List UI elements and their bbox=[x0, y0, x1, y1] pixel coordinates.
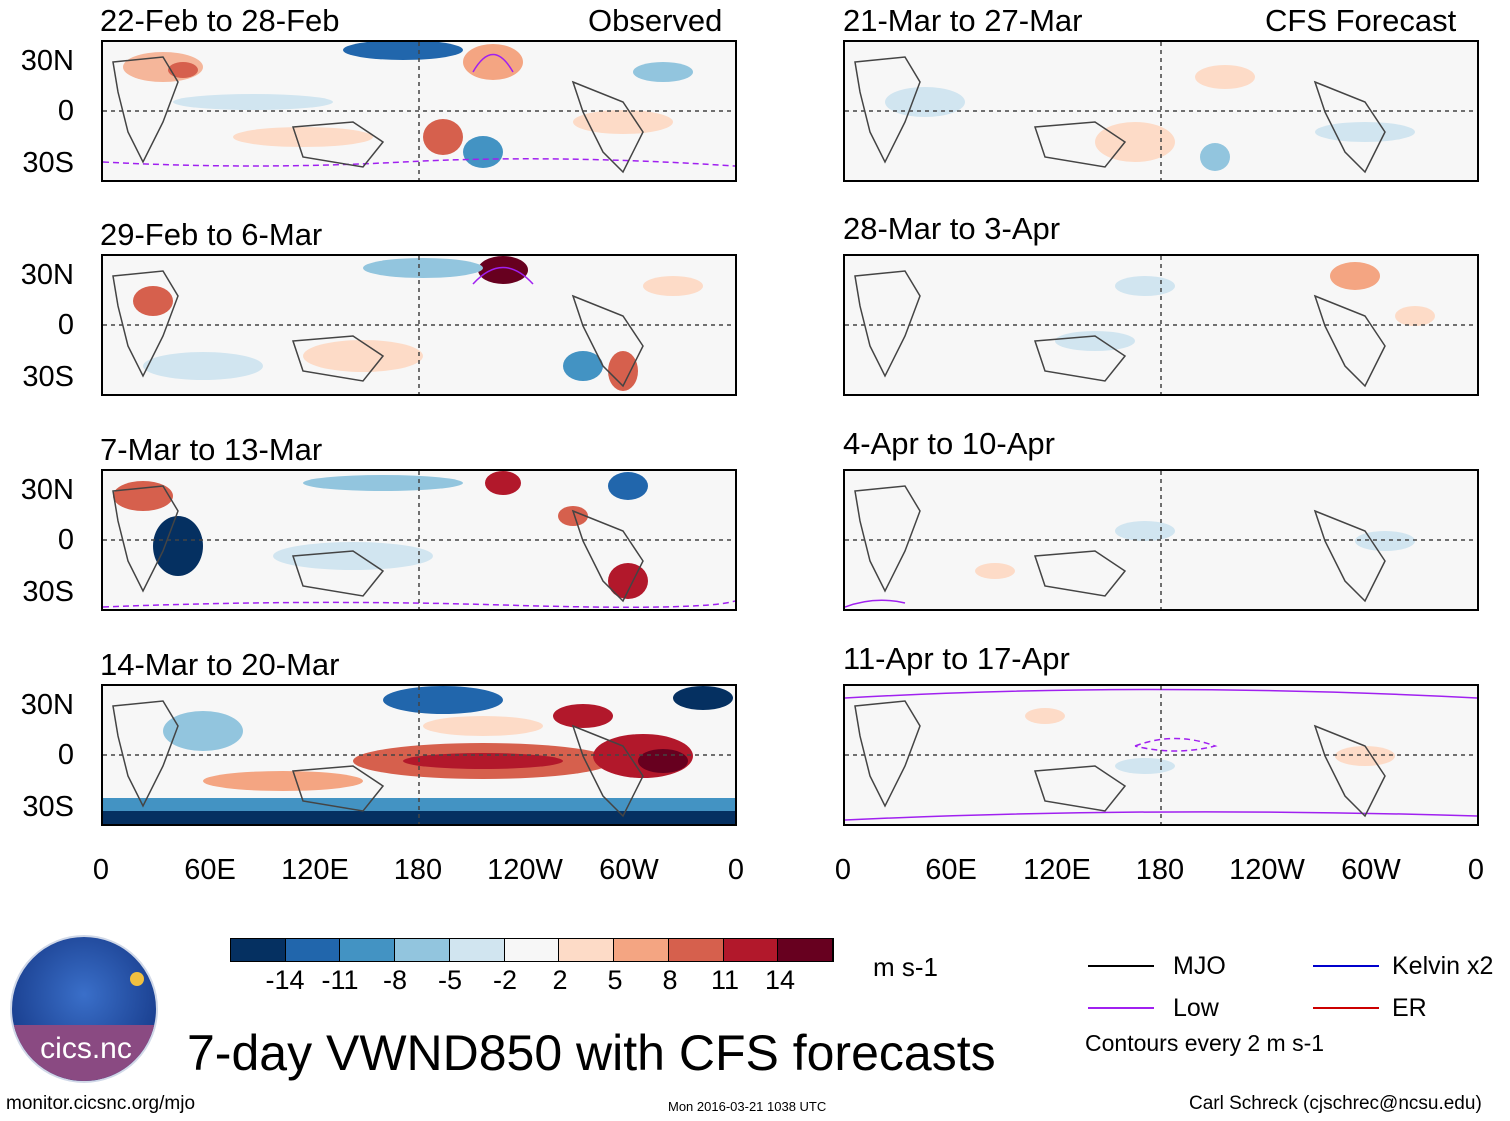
er-legend-label: ER bbox=[1392, 994, 1427, 1022]
lat-label-30n: 30N bbox=[20, 689, 74, 721]
forecast-map-2[interactable] bbox=[843, 254, 1479, 396]
lon-label-180: 180 bbox=[393, 854, 443, 886]
low-legend-label: Low bbox=[1173, 994, 1219, 1022]
colorbar-labels: -14 -11 -8 -5 -2 2 5 8 11 14 bbox=[230, 965, 834, 997]
colorbar-cell bbox=[395, 939, 450, 961]
colorbar-label: -14 bbox=[265, 965, 305, 995]
colorbar-label: 2 bbox=[552, 965, 568, 995]
observed-map-2[interactable] bbox=[101, 254, 737, 396]
logo-text: cics.nc bbox=[40, 1032, 132, 1065]
lon-label-0: 0 bbox=[727, 854, 745, 886]
colorbar-cell bbox=[285, 939, 341, 961]
wind-anomaly-shading bbox=[975, 521, 1415, 579]
colorbar-cell bbox=[668, 939, 724, 961]
cics-logo[interactable]: cics.nc bbox=[10, 935, 158, 1083]
kelvin-legend-line bbox=[1313, 965, 1379, 967]
kelvin-legend-label: Kelvin x2 bbox=[1392, 952, 1494, 980]
figure-title: 7-day VWND850 with CFS forecasts bbox=[187, 1025, 996, 1081]
low-legend-line bbox=[1088, 1007, 1154, 1009]
observed-panel-4-title: 14-Mar to 20-Mar bbox=[100, 647, 340, 682]
observed-map-4[interactable] bbox=[101, 684, 737, 826]
observed-map-3[interactable] bbox=[101, 469, 737, 611]
wind-anomaly-shading bbox=[133, 256, 703, 391]
lon-label-120e: 120E bbox=[1023, 854, 1091, 886]
er-legend-line bbox=[1313, 1007, 1379, 1009]
contours-note: Contours every 2 m s-1 bbox=[1085, 1030, 1325, 1056]
forecast-panel-2-title: 28-Mar to 3-Apr bbox=[843, 211, 1061, 246]
colorbar bbox=[230, 938, 834, 962]
footer-timestamp: Mon 2016-03-21 1038 UTC bbox=[668, 1099, 827, 1114]
mjo-legend-line bbox=[1088, 965, 1154, 967]
colorbar-cell bbox=[449, 939, 505, 961]
colorbar-cell bbox=[504, 939, 560, 961]
observed-header: Observed bbox=[588, 3, 723, 38]
colorbar-cell bbox=[559, 939, 615, 961]
wind-anomaly-shading bbox=[123, 42, 693, 168]
lat-label-30n: 30N bbox=[20, 474, 74, 506]
lon-label-60e: 60E bbox=[925, 854, 977, 886]
mjo-legend-label: MJO bbox=[1173, 952, 1226, 980]
lat-label-30n: 30N bbox=[20, 45, 74, 77]
colorbar-cell bbox=[340, 939, 396, 961]
colorbar-cell bbox=[778, 939, 833, 961]
mountains-icon bbox=[12, 1025, 156, 1081]
lat-label-30n: 30N bbox=[20, 259, 74, 291]
footer-author: Carl Schreck (cjschrec@ncsu.edu) bbox=[1189, 1093, 1482, 1114]
lat-label-eq: 0 bbox=[57, 524, 74, 556]
lon-label-120w: 120W bbox=[1229, 854, 1305, 886]
colorbar-cell bbox=[723, 939, 779, 961]
forecast-map-4[interactable] bbox=[843, 684, 1479, 826]
observed-panel-3-title: 7-Mar to 13-Mar bbox=[100, 432, 323, 467]
colorbar-label: -2 bbox=[492, 965, 517, 995]
forecast-panel-1-title: 21-Mar to 27-Mar bbox=[843, 3, 1083, 38]
wind-anomaly-shading bbox=[113, 471, 648, 599]
colorbar-label: 5 bbox=[607, 965, 623, 995]
lon-label-0: 0 bbox=[834, 854, 852, 886]
colorbar-cell bbox=[231, 939, 286, 961]
forecast-panel-4-title: 11-Apr to 17-Apr bbox=[843, 641, 1070, 676]
forecast-panel-3-title: 4-Apr to 10-Apr bbox=[843, 426, 1055, 461]
lat-label-30s: 30S bbox=[22, 576, 74, 608]
lat-label-eq: 0 bbox=[57, 739, 74, 771]
forecast-map-1[interactable] bbox=[843, 40, 1479, 182]
lon-label-60w: 60W bbox=[1341, 854, 1401, 886]
lat-label-eq: 0 bbox=[57, 95, 74, 127]
lat-label-30s: 30S bbox=[22, 791, 74, 823]
colorbar-label: 14 bbox=[764, 965, 796, 995]
lon-label-120e: 120E bbox=[281, 854, 349, 886]
lat-label-eq: 0 bbox=[57, 309, 74, 341]
observed-panel-2-title: 29-Feb to 6-Mar bbox=[100, 217, 323, 252]
lat-label-30s: 30S bbox=[22, 361, 74, 393]
lon-label-120w: 120W bbox=[487, 854, 563, 886]
colorbar-label: -8 bbox=[382, 965, 407, 995]
colorbar-cell bbox=[614, 939, 669, 961]
colorbar-units: m s-1 bbox=[873, 952, 938, 982]
lon-label-60e: 60E bbox=[184, 854, 236, 886]
colorbar-label: -5 bbox=[437, 965, 462, 995]
lon-label-60w: 60W bbox=[599, 854, 659, 886]
wind-anomaly-shading bbox=[885, 65, 1415, 171]
colorbar-label: -11 bbox=[321, 965, 359, 995]
colorbar-label: 8 bbox=[662, 965, 678, 995]
sun-icon bbox=[130, 972, 144, 986]
lat-label-30s: 30S bbox=[22, 147, 74, 179]
lon-label-0: 0 bbox=[1467, 854, 1485, 886]
wind-anomaly-shading bbox=[1025, 708, 1395, 774]
wind-anomaly-shading bbox=[1055, 262, 1435, 351]
observed-panel-1-title: 22-Feb to 28-Feb bbox=[100, 3, 340, 38]
forecast-map-3[interactable] bbox=[843, 469, 1479, 611]
lon-label-0: 0 bbox=[92, 854, 110, 886]
observed-map-1[interactable] bbox=[101, 40, 737, 182]
colorbar-label: 11 bbox=[710, 965, 740, 995]
forecast-header: CFS Forecast bbox=[1265, 3, 1457, 38]
lon-label-180: 180 bbox=[1135, 854, 1185, 886]
footer-url[interactable]: monitor.cicsnc.org/mjo bbox=[6, 1093, 196, 1114]
